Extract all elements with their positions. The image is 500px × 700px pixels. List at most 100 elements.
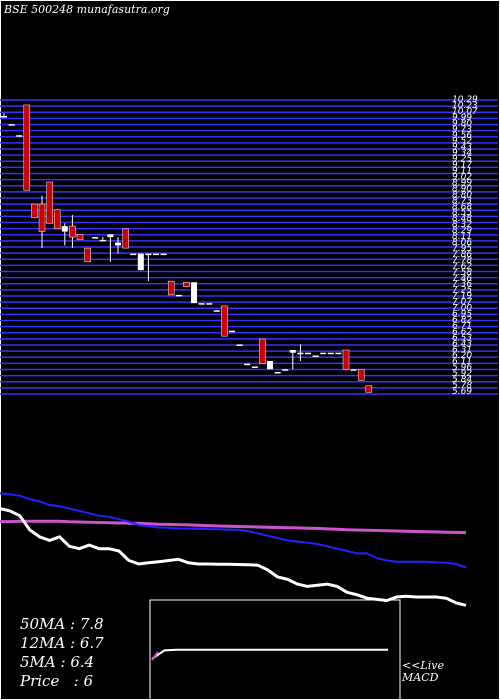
macd-line	[151, 648, 388, 660]
candle-body	[342, 349, 350, 370]
macd-label: <<Live MACD	[402, 660, 444, 684]
candle-body	[350, 369, 357, 371]
price-tick-label: 7.58	[452, 268, 472, 278]
candle-body	[267, 360, 273, 370]
candle-body	[107, 234, 114, 238]
price-tick-label: 9.11	[452, 167, 472, 177]
price-tick-label: 5.92	[452, 369, 472, 379]
candle-body	[357, 368, 365, 381]
candle-body	[244, 363, 251, 366]
price-tick-label: 8.90	[452, 184, 472, 194]
candle-body	[61, 226, 68, 232]
candle-body	[1, 115, 7, 118]
price-tick-label: 9.99	[452, 113, 472, 123]
candle-body	[274, 371, 281, 374]
chart-header: BSE 500248 munafasutra.org	[4, 3, 170, 16]
candle-body	[122, 228, 129, 249]
candle-body	[282, 369, 289, 371]
ma-line-50ma	[0, 519, 467, 535]
price-tick-label: 9.52	[452, 137, 472, 147]
price-tick-label: 6.53	[452, 333, 472, 343]
candle-body	[76, 234, 84, 241]
price-tick-label: 9.56	[452, 131, 472, 141]
price-tick-label: 6.31	[452, 345, 472, 355]
price-tick-label: 8.99	[452, 178, 472, 188]
candle-body	[236, 344, 243, 346]
candle-body	[365, 385, 373, 393]
candle-body	[183, 281, 190, 287]
candle-body	[289, 349, 296, 353]
candle-body	[115, 242, 121, 246]
candle-body	[69, 225, 76, 238]
price-tick-label: 5.78	[452, 381, 472, 391]
price-tick-label: 7.46	[452, 274, 472, 284]
price-tick-label: 5.69	[452, 387, 472, 397]
price-tick-label: 9.34	[452, 149, 472, 159]
price-tick-label: 8.68	[452, 202, 472, 212]
candle-body	[145, 253, 152, 256]
candle-body	[297, 352, 304, 355]
ma5-label: 5MA : 6.4	[20, 653, 95, 671]
candle-body	[31, 203, 38, 219]
price-label: Price : 6	[20, 672, 94, 690]
price-tick-label: 8.29	[452, 226, 472, 236]
candle-body	[23, 104, 31, 191]
candle-body	[305, 352, 311, 355]
candle-body	[16, 135, 23, 137]
candle-body	[8, 124, 15, 126]
candle-body	[251, 366, 258, 368]
price-tick-label: 8.06	[452, 238, 472, 248]
price-tick-label: 7.62	[452, 262, 472, 272]
price-tick-label: 7.07	[452, 298, 472, 308]
price-tick-label: 8.55	[452, 208, 472, 218]
ma-legend: 50MA : 7.8 12MA : 6.7 5MA : 6.4 Price : …	[20, 615, 104, 691]
candle-body	[167, 280, 175, 296]
candle-body	[259, 338, 266, 364]
stock-title: BSE 500248	[4, 3, 74, 16]
macd-signal-line	[151, 651, 159, 661]
price-tick-label: 5.84	[452, 375, 472, 385]
price-tick-label: 7.25	[452, 286, 472, 296]
candle-body	[92, 237, 99, 239]
candle-body	[130, 253, 137, 256]
price-tick-label: 6.43	[452, 339, 472, 349]
candle-body	[84, 247, 91, 263]
price-tick-label: 9.17	[452, 161, 472, 171]
price-tick-label: 8.32	[452, 220, 472, 230]
candle-body	[213, 310, 220, 312]
candle-body	[312, 355, 319, 357]
price-tick-label: 6.95	[452, 310, 472, 320]
price-tick-label: 6.82	[452, 315, 472, 325]
price-tick-label: 8.48	[452, 214, 472, 224]
candle-body	[153, 253, 159, 256]
candlesticks	[1, 104, 373, 393]
candle-body	[53, 209, 61, 230]
price-tick-label: 7.95	[452, 244, 472, 254]
candle-body	[335, 352, 342, 355]
price-tick-label: 5.96	[452, 363, 472, 373]
candle-body	[99, 239, 106, 242]
price-tick-label: 9.80	[452, 119, 472, 129]
price-tick-label: 7.36	[452, 280, 472, 290]
macd-line-group	[151, 648, 388, 661]
price-tick-label: 7.00	[452, 304, 472, 314]
price-tick-label: 9.02	[452, 172, 472, 182]
price-axis-labels: 10.2910.2310.079.999.809.739.569.529.439…	[452, 95, 478, 397]
ma50-label: 50MA : 7.8	[20, 615, 104, 633]
price-tick-label: 7.19	[452, 292, 472, 302]
candle-body	[206, 303, 213, 305]
candle-body	[191, 282, 197, 304]
candle-body	[198, 303, 205, 305]
macd-title: MACD	[402, 671, 439, 684]
candle-body	[327, 352, 334, 355]
ma12-label: 12MA : 6.7	[20, 634, 104, 652]
live-label: <<Live	[402, 659, 444, 672]
price-tick-label: 8.80	[452, 190, 472, 200]
ma-line-12ma	[0, 492, 467, 569]
candle-body	[38, 203, 46, 232]
price-tick-label: 7.78	[452, 256, 472, 266]
price-tick-label: 10.29	[452, 95, 478, 105]
price-grid	[0, 99, 498, 395]
